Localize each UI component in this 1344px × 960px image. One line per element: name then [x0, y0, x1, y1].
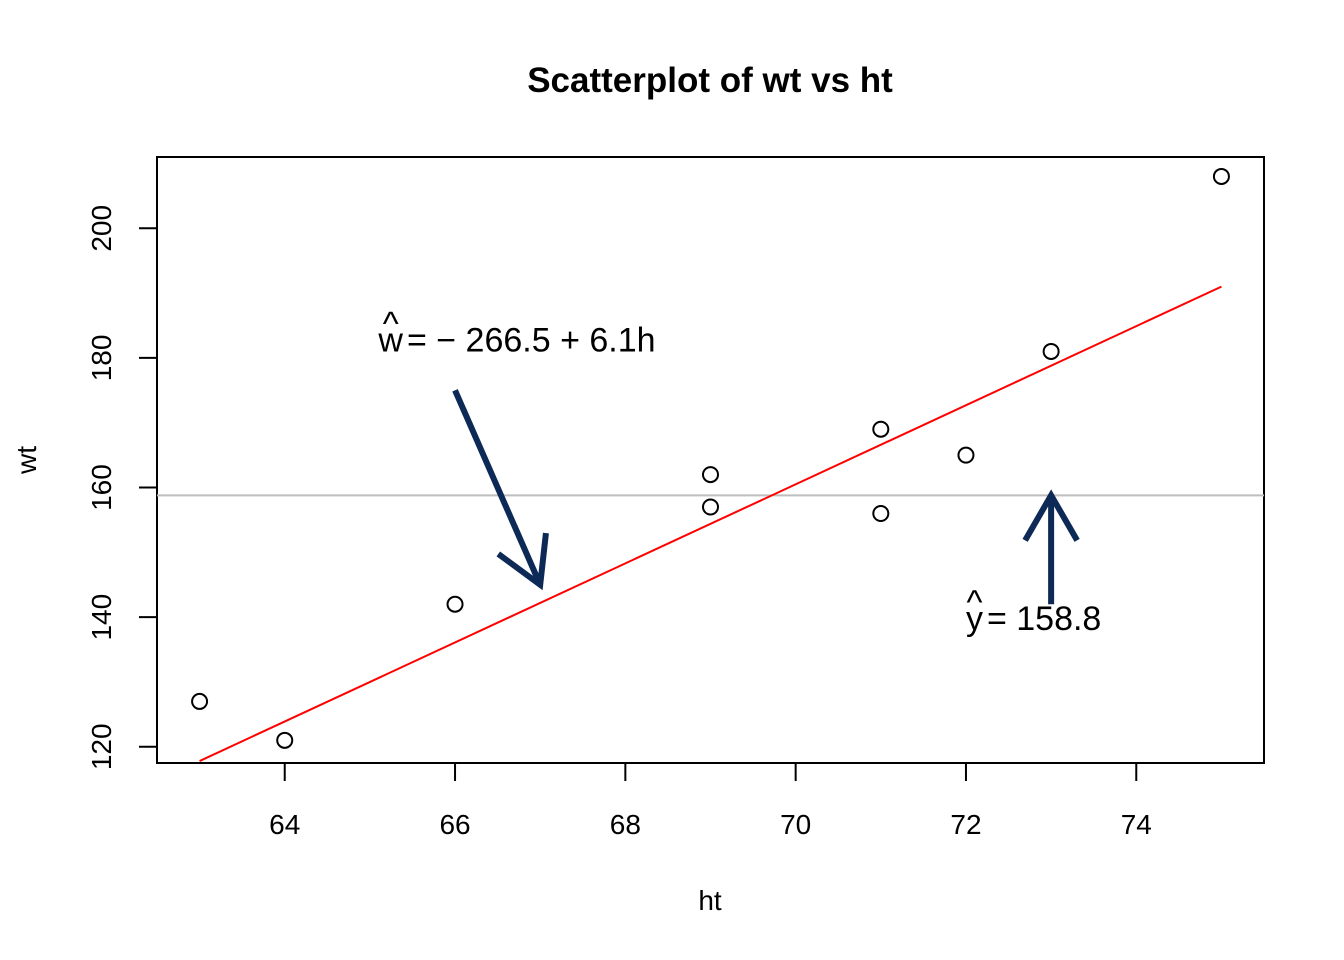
hat-accent: ^	[966, 584, 982, 622]
data-point	[703, 499, 718, 514]
x-axis-label: ht	[698, 885, 722, 916]
chart-title: Scatterplot of wt vs ht	[527, 61, 893, 100]
annotations: w^= − 266.5 + 6.1h y^= 158.8	[377, 305, 1101, 638]
y-tick-label: 200	[86, 205, 117, 252]
y-tick-label: 180	[86, 335, 117, 382]
x-tick-label: 74	[1121, 809, 1152, 840]
data-point	[1214, 169, 1229, 184]
data-point	[1044, 344, 1059, 359]
y-tick-label: 120	[86, 723, 117, 770]
x-tick-label: 70	[780, 809, 811, 840]
x-tick-label: 68	[610, 809, 641, 840]
x-axis: 64 66 68 70 72 74	[269, 763, 1152, 840]
hat-accent: ^	[383, 305, 399, 343]
x-tick-label: 72	[950, 809, 981, 840]
mean-annotation-text: = 158.8	[987, 600, 1101, 638]
plot-frame	[157, 157, 1264, 763]
mean-annotation: y^= 158.8	[966, 495, 1101, 638]
x-tick-label: 64	[269, 809, 300, 840]
data-point	[873, 506, 888, 521]
data-point	[958, 448, 973, 463]
y-tick-label: 160	[86, 464, 117, 511]
x-tick-label: 66	[439, 809, 470, 840]
y-tick-label: 140	[86, 594, 117, 641]
data-points	[192, 169, 1229, 748]
data-point	[873, 422, 888, 437]
data-point	[703, 467, 718, 482]
data-point	[192, 694, 207, 709]
y-axis-label: wt	[11, 446, 42, 475]
data-point	[277, 733, 292, 748]
data-point	[448, 597, 463, 612]
y-axis: 120 140 160 180 200	[86, 205, 157, 770]
regression-equation-text: = − 266.5 + 6.1h	[407, 321, 656, 359]
regression-equation: w^= − 266.5 + 6.1h	[377, 305, 655, 584]
